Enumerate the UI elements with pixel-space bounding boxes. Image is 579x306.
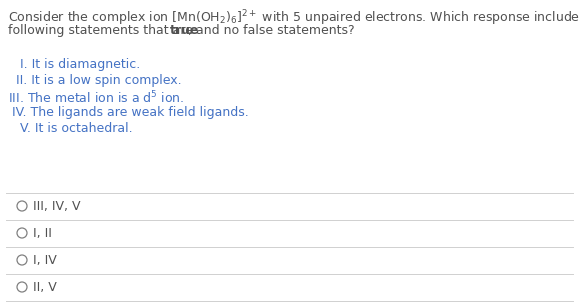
Text: II. It is a low spin complex.: II. It is a low spin complex. [8, 74, 182, 87]
Text: III, IV, V: III, IV, V [33, 200, 80, 213]
Text: Consider the complex ion [Mn(OH$_2$)$_6$]$^{2+}$ with 5 unpaired electrons. Whic: Consider the complex ion [Mn(OH$_2$)$_6$… [8, 8, 579, 28]
Text: true: true [170, 24, 199, 37]
Text: I, II: I, II [33, 227, 52, 240]
Text: I, IV: I, IV [33, 254, 57, 267]
Text: following statements that are: following statements that are [8, 24, 197, 37]
Text: I. It is diamagnetic.: I. It is diamagnetic. [8, 58, 140, 71]
Text: V. It is octahedral.: V. It is octahedral. [8, 122, 133, 135]
Text: II, V: II, V [33, 281, 57, 294]
Text: III. The metal ion is a d$^5$ ion.: III. The metal ion is a d$^5$ ion. [8, 90, 184, 106]
Text: , and no false statements?: , and no false statements? [188, 24, 354, 37]
Text: IV. The ligands are weak field ligands.: IV. The ligands are weak field ligands. [8, 106, 249, 119]
